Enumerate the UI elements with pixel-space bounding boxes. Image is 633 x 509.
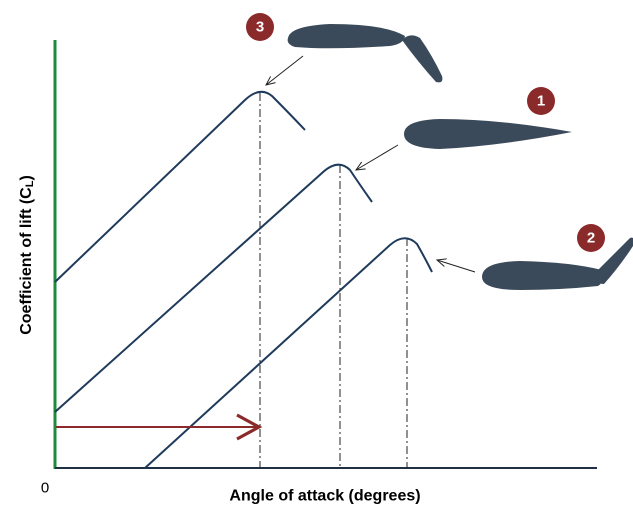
marker-number: 3 — [256, 19, 264, 36]
y-label-suffix: ) — [18, 175, 35, 180]
x-axis-label: Angle of attack (degrees) — [229, 488, 420, 505]
y-label-text: Coefficient of lift (C — [18, 187, 35, 335]
airfoil — [482, 261, 603, 290]
lift-curve — [54, 90, 306, 283]
marker-number: 2 — [587, 230, 595, 247]
marker-circle — [527, 87, 555, 115]
pointer — [437, 260, 476, 273]
marker-circle — [577, 224, 605, 252]
marker-number: 1 — [537, 93, 545, 110]
airfoil — [404, 119, 572, 149]
lift-curve — [54, 163, 373, 413]
flap — [402, 35, 443, 83]
pointer — [266, 55, 304, 85]
lift-curve — [144, 237, 433, 469]
y-label-subscript: L — [24, 180, 36, 187]
y-axis-label: Coefficient of lift (CL) — [18, 175, 37, 335]
origin-label: 0 — [41, 480, 49, 497]
airfoil — [287, 24, 405, 49]
pointer — [356, 144, 399, 170]
flap — [595, 237, 633, 284]
marker-circle — [246, 13, 274, 41]
